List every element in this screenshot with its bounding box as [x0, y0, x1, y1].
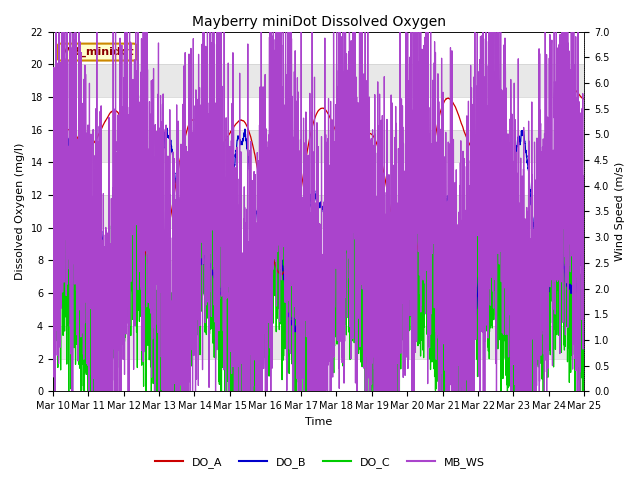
- Y-axis label: Dissolved Oxygen (mg/l): Dissolved Oxygen (mg/l): [15, 143, 25, 280]
- Bar: [52, 261, 584, 293]
- Bar: [52, 326, 584, 359]
- X-axis label: Time: Time: [305, 417, 332, 427]
- Legend: DO_A, DO_B, DO_C, MB_WS: DO_A, DO_B, DO_C, MB_WS: [151, 452, 489, 472]
- Title: Mayberry miniDot Dissolved Oxygen: Mayberry miniDot Dissolved Oxygen: [191, 15, 445, 29]
- Bar: [52, 0, 584, 32]
- Y-axis label: Wind Speed (m/s): Wind Speed (m/s): [615, 162, 625, 261]
- Bar: [52, 130, 584, 162]
- Text: MB_minidot: MB_minidot: [61, 47, 133, 57]
- Bar: [52, 64, 584, 97]
- Bar: [52, 195, 584, 228]
